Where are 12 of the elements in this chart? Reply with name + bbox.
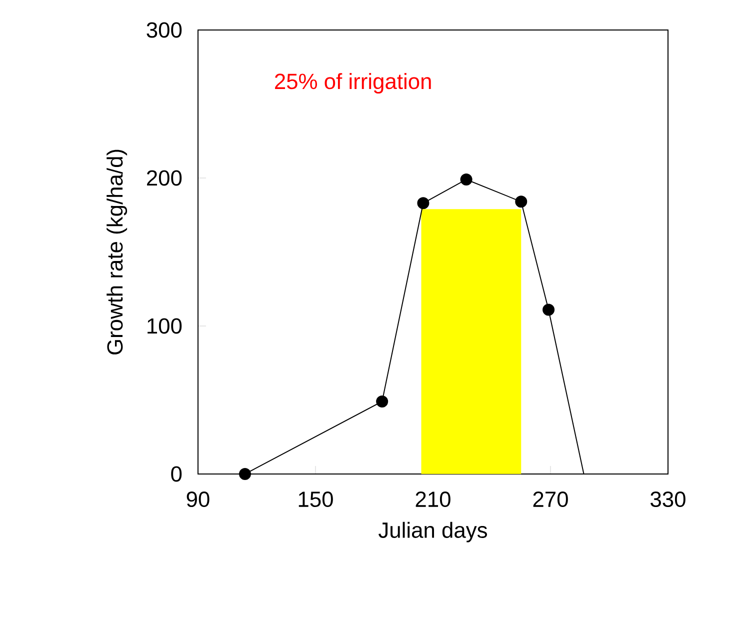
x-tick-label: 330 — [650, 492, 686, 508]
x-tick-label: 210 — [416, 492, 450, 508]
x-tick-label: 150 — [298, 492, 333, 508]
annotation: 25% of irrigation — [275, 73, 431, 94]
x-axis-title: Julian days — [378, 522, 487, 542]
y-axis-title: Growth rate (kg/ha/d) — [106, 150, 128, 354]
x-tick-label: 270 — [533, 492, 568, 508]
y-tick-label: 200 — [147, 170, 182, 186]
y-tick-label: 300 — [146, 22, 182, 38]
x-tick-label: 90 — [186, 492, 210, 508]
y-tick-label: 100 — [148, 318, 182, 334]
y-tick-label: 0 — [171, 466, 182, 482]
